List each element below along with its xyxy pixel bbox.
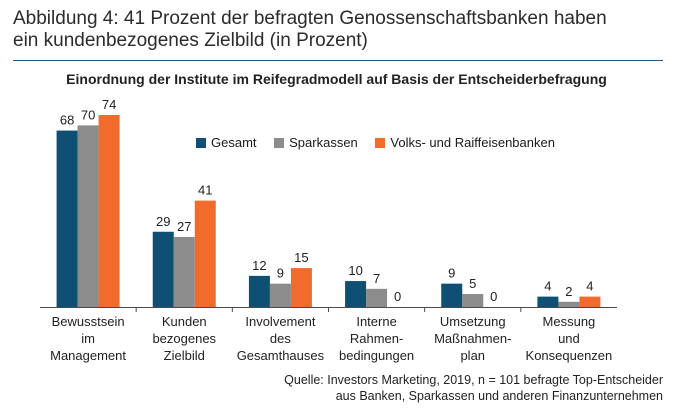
category-label: Management — [50, 348, 126, 363]
category-label: Gesamthauses — [237, 348, 325, 363]
data-label: 10 — [348, 263, 362, 278]
category-label: Involvement — [245, 314, 315, 329]
data-label: 7 — [373, 271, 380, 286]
data-label: 4 — [586, 279, 593, 294]
legend-swatch-gesamt — [196, 138, 206, 148]
category-label: bedingungen — [339, 348, 414, 363]
bar — [77, 125, 99, 307]
category-label: des — [270, 331, 291, 346]
category-label: Messung — [543, 314, 596, 329]
data-label: 2 — [565, 284, 572, 299]
data-label: 70 — [81, 107, 95, 122]
data-label: 9 — [277, 266, 284, 281]
category-label: Bewusstsein — [52, 314, 125, 329]
bar — [248, 275, 270, 307]
bar — [98, 115, 120, 307]
data-label: 4 — [544, 279, 551, 294]
bar — [194, 200, 216, 307]
legend-item-sparkassen: Sparkassen — [274, 135, 358, 150]
data-label: 41 — [198, 183, 212, 198]
bar — [269, 283, 291, 307]
legend-label-vr-banken: Volks- und Raiffeisenbanken — [390, 135, 555, 150]
bar — [173, 236, 195, 307]
source-note: Quelle: Investors Marketing, 2019, n = 1… — [284, 372, 663, 404]
legend-label-sparkassen: Sparkassen — [289, 135, 358, 150]
bar — [579, 296, 601, 307]
data-label: 0 — [394, 289, 401, 304]
category-label: im — [81, 331, 95, 346]
legend-item-vr-banken: Volks- und Raiffeisenbanken — [375, 135, 555, 150]
legend-swatch-vr-banken — [375, 138, 386, 148]
category-label: Maßnahmen- — [434, 331, 511, 346]
figure-heading-line-2: ein kundenbezogenes Zielbild (in Prozent… — [13, 30, 368, 51]
heading-divider — [13, 60, 663, 61]
chart-legend: Gesamt Sparkassen Volks- und Raiffeisenb… — [196, 135, 569, 150]
bar — [462, 294, 484, 307]
category-label: Rahmen- — [350, 331, 403, 346]
legend-swatch-sparkassen — [274, 138, 285, 148]
source-line-1: Quelle: Investors Marketing, 2019, n = 1… — [284, 373, 663, 387]
bar — [537, 296, 559, 307]
data-label: 5 — [469, 276, 476, 291]
data-label: 0 — [490, 289, 497, 304]
data-label: 74 — [102, 97, 116, 112]
category-label: Konsequenzen — [526, 348, 613, 363]
legend-label-gesamt: Gesamt — [211, 135, 257, 150]
bar — [290, 268, 312, 307]
data-label: 15 — [294, 250, 308, 265]
category-label: und — [558, 331, 580, 346]
data-label: 12 — [252, 258, 266, 273]
legend-item-gesamt: Gesamt — [196, 135, 257, 150]
bar — [152, 231, 174, 307]
figure-heading: Abbildung 4: 41 Prozent der befragten Ge… — [13, 8, 663, 52]
category-label: Umsetzung — [440, 314, 506, 329]
bar — [366, 288, 388, 307]
category-label: Zielbild — [164, 348, 205, 363]
figure-heading-line-1: Abbildung 4: 41 Prozent der befragten Ge… — [13, 8, 607, 29]
data-label: 9 — [448, 266, 455, 281]
chart-title: Einordnung der Institute im Reifegradmod… — [66, 71, 607, 87]
category-label: bezogenes — [152, 331, 216, 346]
bar — [56, 130, 78, 307]
bar — [345, 281, 367, 307]
category-label: Kunden — [162, 314, 207, 329]
source-line-2: aus Banken, Sparkassen und anderen Finan… — [335, 389, 663, 403]
data-label: 29 — [156, 214, 170, 229]
category-label: plan — [460, 348, 485, 363]
category-label: Interne — [356, 314, 396, 329]
data-label: 68 — [60, 113, 74, 128]
bar — [441, 283, 463, 307]
bar — [558, 301, 580, 307]
data-label: 27 — [177, 219, 191, 234]
